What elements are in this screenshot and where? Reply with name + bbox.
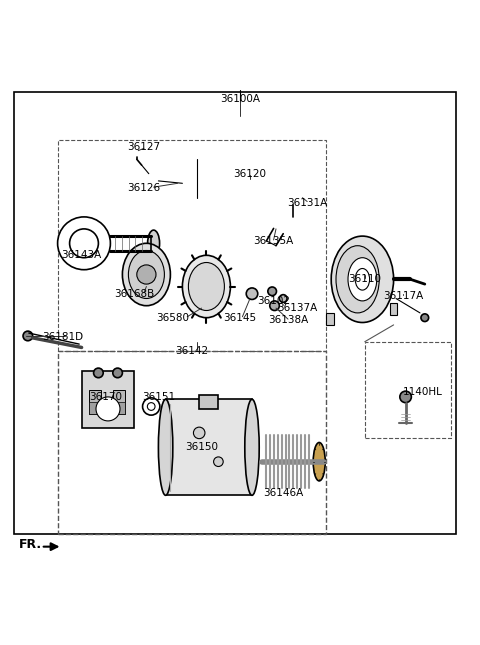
Circle shape [221, 147, 230, 157]
Circle shape [193, 427, 205, 439]
Bar [89, 402, 101, 413]
Circle shape [143, 398, 160, 415]
Bar [192, 152, 288, 205]
Ellipse shape [313, 442, 325, 481]
Bar [390, 303, 397, 315]
Bar [82, 370, 134, 428]
Polygon shape [271, 217, 290, 236]
Text: 36127: 36127 [127, 143, 161, 152]
Circle shape [270, 301, 279, 310]
Bar [199, 395, 218, 409]
Text: 36142: 36142 [175, 346, 209, 356]
Bar [326, 313, 334, 325]
Text: 36100A: 36100A [220, 94, 260, 104]
Ellipse shape [158, 399, 173, 495]
Circle shape [268, 287, 276, 295]
Circle shape [58, 217, 110, 270]
Circle shape [214, 457, 223, 466]
Ellipse shape [348, 258, 377, 301]
Text: 36580: 36580 [156, 313, 189, 322]
Text: 36137A: 36137A [277, 303, 318, 313]
Circle shape [23, 331, 33, 341]
Ellipse shape [186, 152, 198, 205]
Text: 1140HL: 1140HL [402, 387, 443, 397]
Text: 36170: 36170 [89, 392, 122, 402]
Text: 36117A: 36117A [383, 291, 423, 301]
Ellipse shape [129, 250, 164, 299]
Text: 36135A: 36135A [253, 236, 294, 246]
Ellipse shape [282, 152, 294, 205]
Text: 36143A: 36143A [61, 250, 102, 261]
Circle shape [147, 402, 155, 410]
Circle shape [421, 314, 429, 322]
Text: 36102: 36102 [257, 296, 290, 306]
Ellipse shape [331, 236, 394, 322]
Text: 36146A: 36146A [263, 488, 303, 498]
Bar [166, 399, 252, 495]
Circle shape [96, 397, 120, 421]
Text: FR.: FR. [19, 538, 42, 551]
Circle shape [137, 265, 156, 284]
Ellipse shape [336, 246, 379, 313]
Bar [365, 342, 451, 438]
Ellipse shape [182, 255, 230, 318]
Ellipse shape [245, 399, 259, 495]
Ellipse shape [147, 230, 159, 257]
Text: 36126: 36126 [127, 183, 161, 193]
Bar [89, 390, 101, 413]
Circle shape [131, 151, 143, 163]
Bar [113, 390, 125, 413]
Text: 36150: 36150 [185, 442, 218, 452]
Bar [58, 352, 326, 533]
Text: 36181D: 36181D [42, 332, 83, 342]
Text: 36151: 36151 [142, 392, 175, 402]
Polygon shape [288, 179, 312, 207]
Circle shape [279, 295, 287, 303]
Text: 36131A: 36131A [287, 197, 327, 208]
Circle shape [246, 288, 258, 299]
Text: 36138A: 36138A [268, 315, 308, 325]
Circle shape [288, 195, 298, 205]
Ellipse shape [122, 243, 170, 306]
Ellipse shape [355, 268, 370, 290]
Bar [113, 402, 125, 413]
Text: 36120: 36120 [233, 169, 266, 179]
Text: 36110: 36110 [348, 274, 381, 284]
Text: 36145: 36145 [223, 313, 257, 322]
Circle shape [70, 229, 98, 258]
Bar [58, 140, 326, 352]
Bar [283, 172, 298, 186]
Circle shape [113, 368, 122, 378]
Ellipse shape [188, 263, 225, 310]
Circle shape [400, 391, 411, 402]
Text: 36168B: 36168B [114, 289, 155, 299]
Circle shape [94, 368, 103, 378]
